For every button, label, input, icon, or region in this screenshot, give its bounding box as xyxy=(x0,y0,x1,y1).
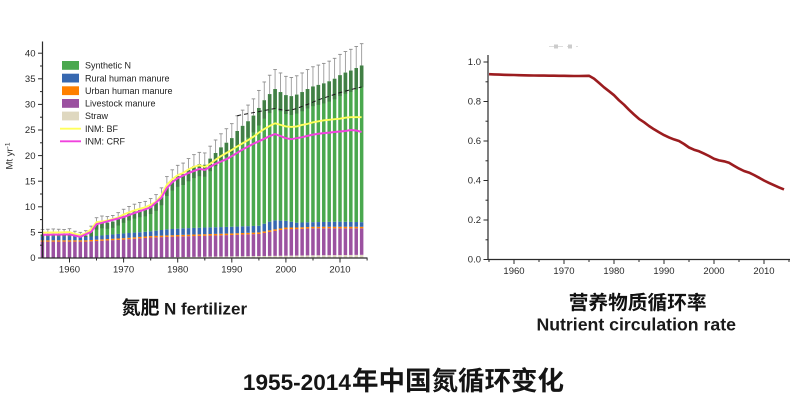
svg-text:10: 10 xyxy=(25,202,36,213)
svg-text:0.6: 0.6 xyxy=(468,136,481,147)
svg-text:30: 30 xyxy=(25,100,36,111)
svg-text:0.4: 0.4 xyxy=(468,176,481,187)
svg-text:5: 5 xyxy=(30,228,35,239)
svg-text:N fertilizer: N fertilizer xyxy=(164,299,248,318)
svg-text:Straw: Straw xyxy=(85,111,109,121)
svg-text:Urban human manure: Urban human manure xyxy=(85,86,173,96)
svg-text:1980: 1980 xyxy=(167,265,188,276)
svg-text:Rural human manure: Rural human manure xyxy=(85,73,170,83)
svg-text:1.0: 1.0 xyxy=(468,57,481,68)
svg-text:0.2: 0.2 xyxy=(468,215,481,226)
svg-text:1990: 1990 xyxy=(221,265,242,276)
svg-text:2000: 2000 xyxy=(703,266,724,277)
svg-text:35: 35 xyxy=(25,74,36,85)
svg-text:2010: 2010 xyxy=(329,265,350,276)
svg-text:0: 0 xyxy=(30,253,35,264)
svg-text:20: 20 xyxy=(25,151,36,162)
svg-text:40: 40 xyxy=(25,48,36,59)
svg-text:Mt yr-1: Mt yr-1 xyxy=(4,142,16,169)
svg-text:1970: 1970 xyxy=(113,265,134,276)
svg-text:15: 15 xyxy=(25,176,36,187)
svg-text:0.0: 0.0 xyxy=(468,255,481,266)
svg-text:1970: 1970 xyxy=(553,266,574,277)
svg-text:1990: 1990 xyxy=(653,266,674,277)
svg-text:2000: 2000 xyxy=(275,265,296,276)
svg-text:Synthetic N: Synthetic N xyxy=(85,61,131,71)
svg-text:25: 25 xyxy=(25,125,36,136)
svg-text:Livestock manure: Livestock manure xyxy=(85,99,156,109)
svg-text:1955-2014: 1955-2014 xyxy=(243,370,351,395)
svg-text:INM: BF: INM: BF xyxy=(85,124,119,134)
svg-text:1960: 1960 xyxy=(59,265,80,276)
svg-text:1980: 1980 xyxy=(603,266,624,277)
svg-text:0.8: 0.8 xyxy=(468,97,481,108)
svg-text:2010: 2010 xyxy=(753,266,774,277)
svg-text:Nutrient circulation rate: Nutrient circulation rate xyxy=(536,315,736,335)
svg-text:1960: 1960 xyxy=(503,266,524,277)
svg-text:INM: CRF: INM: CRF xyxy=(85,137,125,147)
